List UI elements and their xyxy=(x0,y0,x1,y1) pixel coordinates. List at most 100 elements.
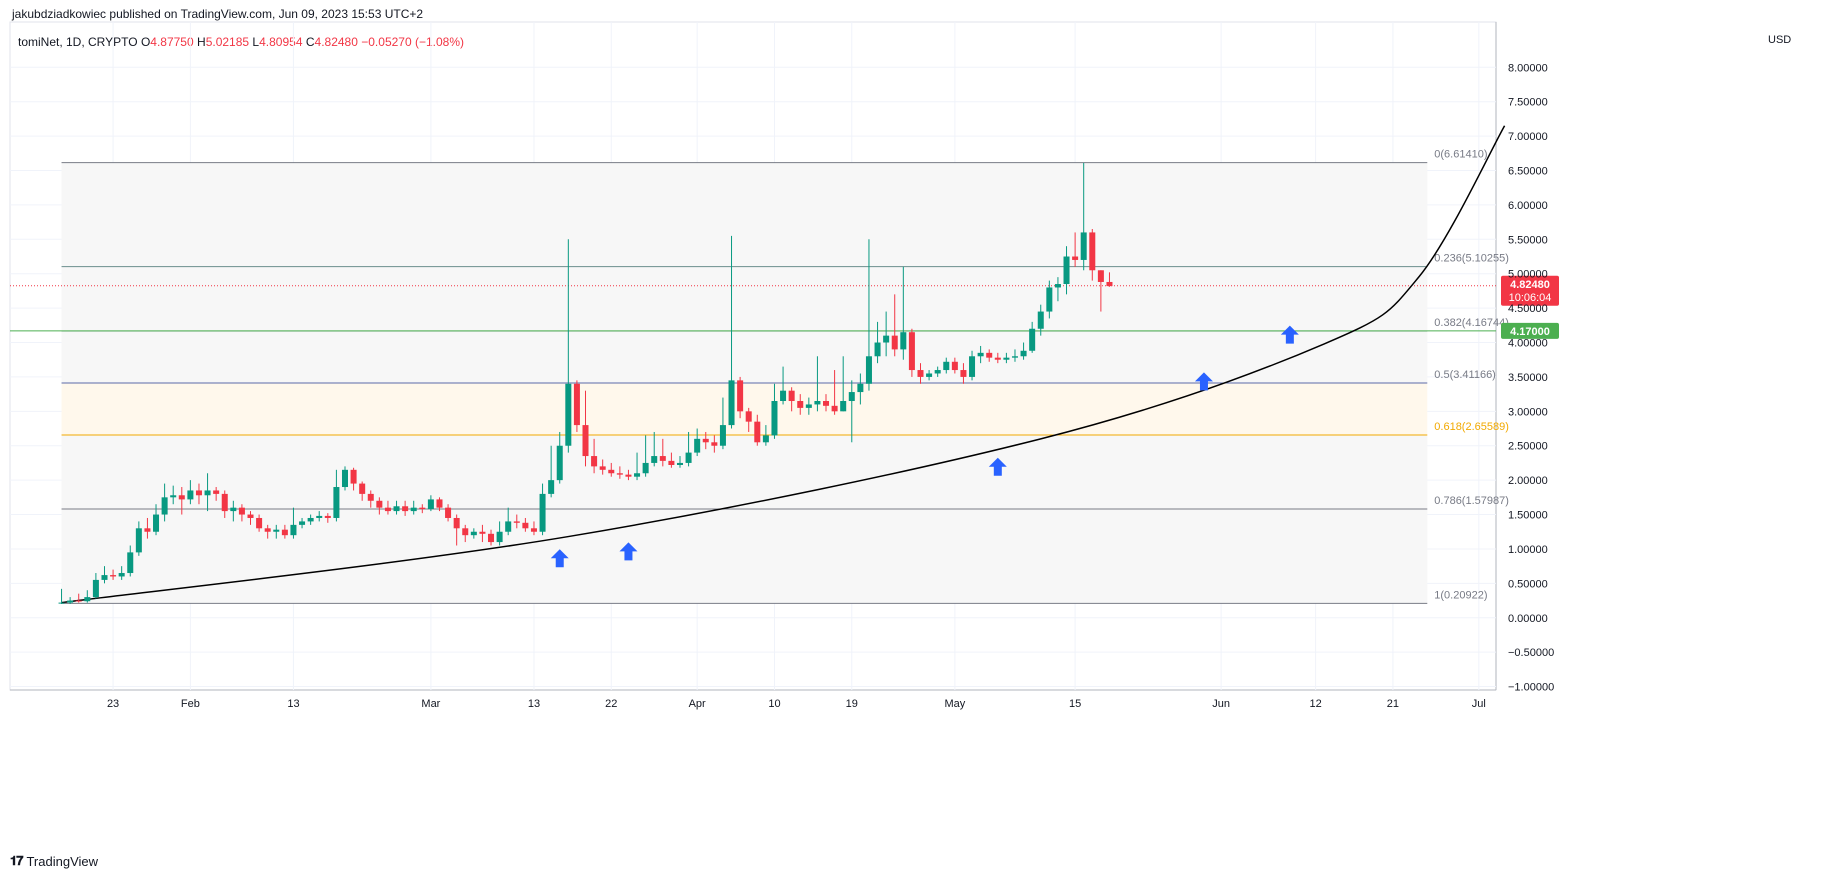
candle-body xyxy=(969,356,976,377)
candle-body xyxy=(994,357,1001,360)
candle-body xyxy=(788,390,795,402)
candle-body xyxy=(926,373,933,377)
candle-body xyxy=(634,473,641,477)
fib-zone xyxy=(61,266,1428,331)
candle-body xyxy=(642,462,649,474)
candle-body xyxy=(445,507,452,518)
x-tick-label: 13 xyxy=(287,698,299,710)
high-value: 5.02185 xyxy=(205,35,250,49)
candle-body xyxy=(780,390,787,402)
up-arrow-shape xyxy=(1194,372,1213,391)
candle-body xyxy=(951,361,958,371)
candle-body xyxy=(608,469,615,474)
candle-body xyxy=(848,392,855,402)
tradingview-logo-icon: 𝟏𝟕 xyxy=(10,853,24,868)
fib-level-label: 0.382(4.16744) xyxy=(1434,317,1509,329)
candle-body xyxy=(505,521,512,532)
candle-body xyxy=(737,380,744,412)
candle-body xyxy=(1063,256,1070,285)
candle-body xyxy=(565,383,572,446)
fib-zone xyxy=(61,330,1428,384)
candle-body xyxy=(92,579,99,598)
candle-body xyxy=(84,597,91,602)
up-arrow-icon xyxy=(550,549,569,568)
candle-body xyxy=(58,602,65,604)
candle-body xyxy=(676,462,683,465)
fib-level-label: 1(0.20922) xyxy=(1434,589,1487,601)
candles xyxy=(58,162,1113,604)
candle-body xyxy=(513,521,520,523)
y-tick-label: 6.50000 xyxy=(1508,165,1548,177)
symbol-label[interactable]: tomiNet, 1D, CRYPTO xyxy=(18,35,138,49)
y-tick-label: 0.50000 xyxy=(1508,578,1548,590)
close-value: 4.82480 xyxy=(314,35,358,49)
current-price-tag xyxy=(1501,275,1559,306)
candle-body xyxy=(883,335,890,343)
candle-body xyxy=(651,456,658,463)
up-arrow-shape xyxy=(550,549,569,568)
candle-body xyxy=(204,490,211,496)
candle-body xyxy=(556,445,563,481)
candle-body xyxy=(685,452,692,463)
candle-body xyxy=(530,528,537,532)
candle-body xyxy=(410,507,417,512)
candle-body xyxy=(290,524,297,536)
candle-body xyxy=(247,514,254,518)
candle-body xyxy=(427,499,434,510)
candle-body xyxy=(393,506,400,512)
candle-body xyxy=(213,490,220,494)
candle-body xyxy=(402,506,409,512)
candle-body xyxy=(350,469,357,484)
candle-body xyxy=(1089,232,1096,271)
currency-label: USD xyxy=(1768,34,1792,46)
support-price-label: 4.17000 xyxy=(1510,326,1550,338)
tradingview-logo-text: TradingView xyxy=(26,853,99,869)
x-tick-label: 13 xyxy=(528,698,540,710)
candle-body xyxy=(668,460,675,465)
fib-zone xyxy=(61,435,1428,510)
symbol-legend: tomiNet, 1D, CRYPTO O4.87750 H5.02185 L4… xyxy=(18,35,464,49)
candle-body xyxy=(771,401,778,436)
candle-body xyxy=(144,528,151,532)
candle-body xyxy=(1080,232,1087,260)
up-arrow-icon xyxy=(1280,325,1299,344)
fib-zone xyxy=(61,383,1428,436)
candle-body xyxy=(376,500,383,508)
countdown-label: 10:06:04 xyxy=(1509,292,1552,304)
candle-body xyxy=(496,531,503,543)
open-label: O xyxy=(140,35,151,49)
candle-body xyxy=(659,456,666,461)
x-tick-label: 22 xyxy=(605,698,617,710)
fib-zone xyxy=(61,509,1428,604)
candle-body xyxy=(797,401,804,408)
candle-body xyxy=(281,529,288,536)
tradingview-logo[interactable]: 𝟏𝟕 TradingView xyxy=(10,853,98,869)
candle-body xyxy=(419,507,426,510)
publisher-line: jakubdziadkowiec published on TradingVie… xyxy=(12,7,424,21)
candle-body xyxy=(591,456,598,467)
fib-level-label: 0.618(2.65589) xyxy=(1434,421,1509,433)
candle-body xyxy=(900,332,907,350)
candle-body xyxy=(307,517,314,522)
candle-body xyxy=(153,514,160,532)
candle-body xyxy=(470,531,477,536)
x-tick-label: 12 xyxy=(1309,698,1321,710)
up-arrow-shape xyxy=(1280,325,1299,344)
y-tick-label: 8.00000 xyxy=(1508,62,1548,74)
candle-body xyxy=(805,404,812,408)
fib-level-label: 0(6.61410) xyxy=(1434,149,1487,161)
up-arrow-shape xyxy=(619,542,638,561)
candle-body xyxy=(1054,284,1061,288)
candle-body xyxy=(702,438,709,443)
y-tick-label: 4.00000 xyxy=(1508,338,1548,350)
x-tick-label: 23 xyxy=(107,698,119,710)
candle-body xyxy=(384,507,391,512)
y-tick-label: 0.00000 xyxy=(1508,613,1548,625)
candle-body xyxy=(1003,357,1010,360)
up-arrow-icon xyxy=(988,457,1007,476)
candle-body xyxy=(823,401,830,406)
fib-level-label: 0.236(5.10255) xyxy=(1434,253,1509,265)
candle-body xyxy=(599,466,606,470)
candle-body xyxy=(75,600,82,602)
